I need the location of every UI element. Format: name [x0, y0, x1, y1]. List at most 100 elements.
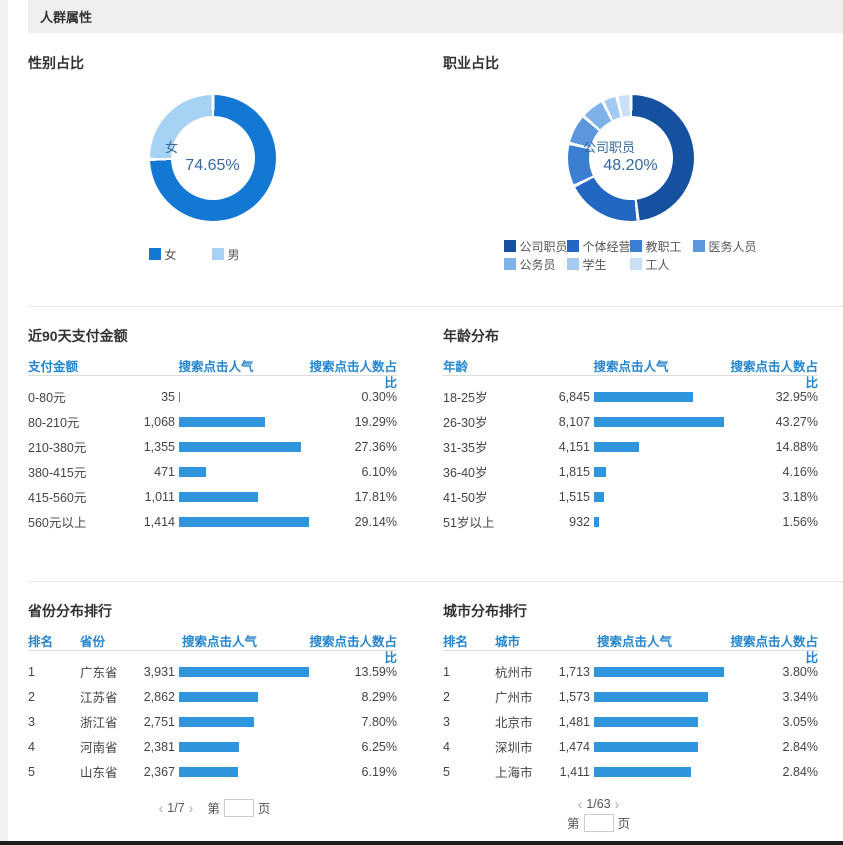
- jump-prefix-label: 第: [207, 802, 220, 816]
- popularity-bar: [179, 516, 309, 527]
- legend-label: 公司职员: [519, 239, 567, 254]
- popularity-value-cell: 1,474: [558, 739, 590, 754]
- legend-item[interactable]: 医务人员: [692, 237, 756, 255]
- legend-item[interactable]: 学生: [566, 255, 630, 273]
- gender-legend: 女男: [148, 245, 277, 263]
- legend-item[interactable]: 个体经营: [566, 237, 630, 255]
- column-header-rank: 排名: [28, 635, 54, 649]
- popularity-value-cell: 1,068: [143, 414, 175, 429]
- legend-item[interactable]: 男: [211, 245, 275, 263]
- percent-cell: 3.05%: [782, 714, 818, 729]
- city-table: 排名 城市 搜索点击人气 搜索点击人数占比 1 杭州市 1,713 3.80% 2 广州市…: [443, 634, 818, 784]
- next-page-icon[interactable]: ›: [614, 795, 620, 812]
- donut-center-value: 48.20%: [603, 157, 658, 175]
- gender-chart-wrap: 女 74.65% 女男: [28, 73, 397, 263]
- popularity-bar: [179, 766, 239, 777]
- legend-swatch-icon: [566, 258, 579, 270]
- bar-cell: [175, 416, 309, 427]
- prev-page-icon[interactable]: ‹: [577, 795, 583, 812]
- rank-cell: 1: [443, 664, 450, 679]
- table-row: 4 深圳市 1,474 2.84%: [443, 734, 818, 759]
- table-row: 31-35岁 4,151 14.88%: [443, 434, 818, 459]
- table-row: 36-40岁 1,815 4.16%: [443, 459, 818, 484]
- rank-cell: 2: [443, 689, 450, 704]
- table-row: 4 河南省 2,381 6.25%: [28, 734, 397, 759]
- prev-page-icon[interactable]: ‹: [158, 799, 164, 816]
- percent-cell: 6.10%: [361, 464, 397, 479]
- table-row: 0-80元 35 0.30%: [28, 384, 397, 409]
- popularity-value-cell: 1,355: [143, 439, 175, 454]
- horizontal-divider: [28, 306, 843, 307]
- table-row: 1 广东省 3,931 13.59%: [28, 659, 397, 684]
- city-pagination: ‹ 1/63 › 第 页: [421, 794, 786, 832]
- popularity-bar: [179, 741, 239, 752]
- gender-donut-chart[interactable]: 女 74.65%: [149, 95, 276, 221]
- table-row: 2 江苏省 2,862 8.29%: [28, 684, 397, 709]
- popularity-bar: [594, 741, 698, 752]
- column-header-percent: 搜索点击人数占比: [730, 360, 818, 390]
- page-jump-input[interactable]: [583, 813, 614, 832]
- legend-swatch-icon: [211, 248, 224, 260]
- percent-cell: 3.34%: [782, 689, 818, 704]
- occupation-legend: 公司职员 个体经营 教职工 医务人员公务员 学生 工人: [503, 237, 758, 273]
- label-cell: 51岁以上: [443, 516, 495, 530]
- rank-cell: 5: [28, 764, 35, 779]
- table-row: 41-50岁 1,515 3.18%: [443, 484, 818, 509]
- column-header-rank: 排名: [443, 635, 469, 649]
- city-ranking-section: 城市分布排行 排名 城市 搜索点击人气 搜索点击人数占比 1 杭州市 1,713 3.…: [421, 581, 843, 841]
- section-tab-bar: 人群属性: [28, 0, 843, 33]
- age-section-title: 年龄分布: [443, 328, 499, 344]
- popularity-bar: [594, 716, 699, 727]
- label-cell: 80-210元: [28, 416, 80, 430]
- popularity-bar: [179, 691, 259, 702]
- legend-swatch-icon: [503, 240, 516, 252]
- legend-item[interactable]: 女: [148, 245, 212, 263]
- table-row: 18-25岁 6,845 32.95%: [443, 384, 818, 409]
- legend-label: 医务人员: [708, 239, 756, 254]
- jump-prefix-label: 第: [566, 817, 580, 831]
- legend-label: 学生: [582, 257, 607, 272]
- percent-cell: 4.16%: [782, 464, 818, 479]
- label-cell: 36-40岁: [443, 466, 488, 480]
- popularity-value-cell: 2,862: [143, 689, 175, 704]
- column-header-percent: 搜索点击人数占比: [309, 635, 397, 665]
- occupation-donut-chart[interactable]: 公司职员 48.20%: [567, 95, 694, 221]
- percent-cell: 2.84%: [782, 739, 818, 754]
- label-cell: 380-415元: [28, 466, 87, 480]
- bar-cell: [175, 766, 309, 777]
- bar-cell: [590, 716, 724, 727]
- percent-cell: 1.56%: [782, 514, 818, 529]
- age-table-header: 年龄 搜索点击人气 搜索点击人数占比: [443, 359, 818, 390]
- popularity-bar: [594, 666, 724, 677]
- age-table-body: 18-25岁 6,845 32.95% 26-30岁 8,107 43.27% 31-35岁…: [443, 384, 818, 534]
- column-header-city: 城市: [495, 635, 521, 649]
- occupation-ratio-section: 职业占比 公司职员 48.20% 公司职员 个体经营 教职工 医务人员 公务员 学生 工人: [421, 33, 843, 306]
- column-header-percent: 搜索点击人数占比: [730, 635, 818, 665]
- popularity-bar: [594, 516, 599, 527]
- column-header-province: 省份: [80, 635, 106, 649]
- legend-label: 公务员: [519, 257, 556, 272]
- legend-item[interactable]: 公务员: [503, 255, 567, 273]
- province-section-title: 省份分布排行: [28, 603, 112, 619]
- label-cell: 210-380元: [28, 441, 87, 455]
- next-page-icon[interactable]: ›: [188, 799, 194, 816]
- popularity-bar: [594, 491, 604, 502]
- column-header-popularity: 搜索点击人气: [178, 360, 254, 374]
- legend-swatch-icon: [692, 240, 705, 252]
- charts-row: 性别占比 女 74.65% 女男 职业占比 公司职员 48.20%: [8, 33, 843, 306]
- page-jump-input[interactable]: [223, 798, 254, 817]
- tab-crowd-attributes[interactable]: 人群属性: [40, 10, 93, 25]
- popularity-bar: [179, 391, 181, 402]
- popularity-value-cell: 1,414: [143, 514, 175, 529]
- city-page-jump-line: 第 页: [567, 813, 630, 832]
- column-header-popularity: 搜索点击人气: [181, 635, 257, 649]
- popularity-value-cell: 471: [154, 464, 175, 479]
- city-table-body: 1 杭州市 1,713 3.80% 2 广州市 1,573 3.34% 3 北京市 1,481 3.0…: [443, 659, 818, 784]
- bar-cell: [590, 516, 724, 527]
- percent-cell: 19.29%: [354, 414, 397, 429]
- legend-item[interactable]: 工人: [629, 255, 693, 273]
- legend-item[interactable]: 教职工: [629, 237, 693, 255]
- legend-item[interactable]: 公司职员: [503, 237, 567, 255]
- label-cell: 26-30岁: [443, 416, 488, 430]
- bar-cell: [590, 416, 724, 427]
